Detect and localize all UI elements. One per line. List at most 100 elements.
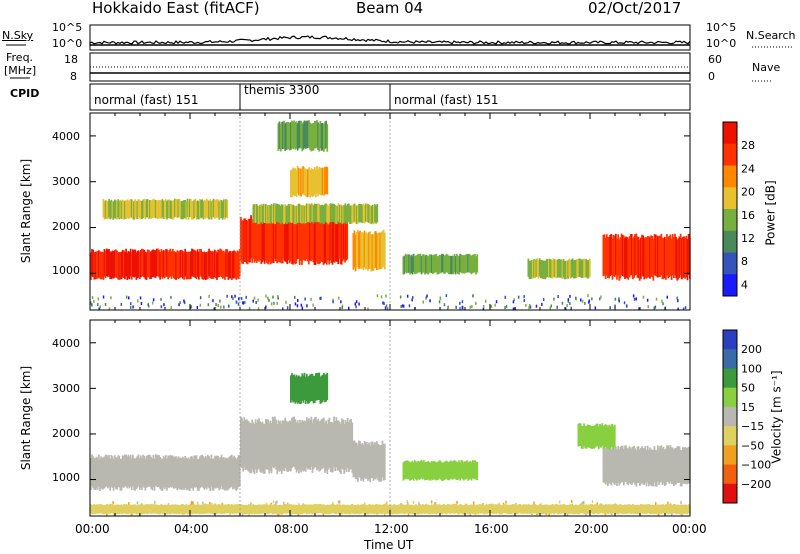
- nsky-tick-bottom-left: 10^0: [52, 37, 83, 50]
- power-region-5-cell: [136, 200, 139, 219]
- power-region-5-cell: [182, 201, 184, 220]
- power-region-7-cell: [419, 253, 422, 272]
- velocity-region-0-cell: [187, 457, 190, 490]
- velocity-region-1-cell: [303, 420, 306, 471]
- velocity-region-7-cell: [498, 504, 500, 514]
- power-region-9-cell: [541, 260, 543, 279]
- power-region-1-cell: [276, 219, 278, 264]
- power-region-2-cell: [317, 203, 320, 222]
- power-region-5-cell: [202, 201, 205, 220]
- power-region-7-cell: [455, 253, 458, 273]
- velocity-region-1-cell: [332, 422, 334, 473]
- velocity-region-1-cell: [326, 423, 329, 474]
- power-speckle: [110, 296, 112, 300]
- velocity-region-7-cell: [299, 505, 301, 515]
- velocity-region-6-cell: [601, 423, 604, 446]
- power-region-6-cell: [628, 236, 631, 278]
- velocity-region-5-cell: [471, 460, 474, 479]
- velocity-region-2-cell: [352, 440, 355, 478]
- velocity-region-7-cell: [271, 505, 274, 515]
- velocity-region-1-cell: [316, 420, 318, 471]
- velocity-region-1-cell: [336, 420, 339, 471]
- velocity-region-7-cell: [210, 504, 213, 514]
- velocity-region-7-cell: [403, 505, 406, 515]
- power-region-1-cell: [252, 215, 255, 259]
- velocity-region-0-cell: [98, 454, 100, 487]
- power-region-0-cell: [213, 249, 216, 278]
- velocity-speckle: [128, 502, 130, 505]
- power-region-0-cell: [235, 252, 238, 280]
- velocity-region-4-cell: [605, 446, 608, 483]
- power-region-4-cell: [368, 232, 370, 269]
- velocity-region-7-cell: [526, 505, 529, 515]
- velocity-region-7-cell: [575, 504, 577, 514]
- power-region-5-cell: [105, 200, 108, 219]
- power-region-9-cell: [569, 260, 572, 279]
- velocity-region-2-cell: [376, 441, 378, 478]
- power-region-2-cell: [271, 205, 274, 224]
- power-colorbar-tick: 8: [741, 255, 748, 268]
- velocity-region-1-cell: [292, 416, 295, 467]
- velocity-region-7-cell: [398, 504, 400, 514]
- power-region-6-cell: [661, 237, 664, 279]
- velocity-region-7-cell: [512, 504, 515, 514]
- velocity-region-2-cell: [371, 441, 374, 478]
- velocity-region-7-cell: [258, 504, 260, 514]
- velocity-region-0-cell: [219, 457, 222, 489]
- velocity-region-5-cell: [435, 462, 438, 481]
- xlabel: Time UT: [364, 538, 414, 552]
- power-region-0-cell: [91, 249, 93, 277]
- power-region-2-cell: [321, 204, 324, 224]
- velocity-speckle: [275, 501, 277, 505]
- power-region-5-cell: [190, 199, 192, 218]
- power-region-0-cell: [142, 249, 145, 277]
- velocity-colorbar-swatch: [723, 406, 737, 427]
- power-region-7-cell: [467, 254, 470, 273]
- power-region-2-cell: [273, 203, 275, 222]
- power-colorbar-swatch: [723, 165, 737, 188]
- power-speckle: [566, 304, 568, 307]
- power-colorbar-swatch: [723, 209, 737, 232]
- power-speckle: [213, 307, 215, 311]
- power-speckle: [354, 302, 356, 306]
- power-region-7-cell: [476, 254, 479, 273]
- power-region-5-cell: [144, 200, 147, 220]
- power-region-4-cell: [364, 232, 367, 270]
- power-region-6-cell: [659, 235, 662, 277]
- velocity-region-5-cell: [467, 462, 470, 481]
- velocity-region-1-cell: [291, 417, 293, 468]
- velocity-region-0-cell: [141, 458, 143, 491]
- power-region-8-cell: [323, 124, 325, 152]
- power-region-5-cell: [226, 199, 229, 219]
- power-region-9-cell: [530, 260, 533, 279]
- velocity-region-1-cell: [337, 420, 340, 471]
- velocity-region-1-cell: [349, 419, 351, 470]
- power-region-1-cell: [258, 218, 260, 262]
- velocity-region-1-cell: [262, 423, 265, 474]
- power-region-5-cell: [158, 200, 160, 219]
- power-region-7-cell: [469, 254, 472, 274]
- power-speckle: [422, 300, 424, 304]
- power-speckle: [517, 295, 520, 299]
- velocity-region-0-cell: [195, 455, 198, 487]
- power-region-1-cell: [312, 218, 315, 263]
- velocity-region-7-cell: [415, 504, 417, 514]
- velocity-region-5-cell: [419, 461, 422, 480]
- power-region-0-cell: [124, 251, 126, 280]
- power-region-1-cell: [313, 221, 316, 265]
- velocity-region-3-cell: [294, 376, 297, 404]
- velocity-region-3-cell: [311, 373, 314, 402]
- velocity-region-7-cell: [543, 504, 546, 514]
- velocity-region-1-cell: [243, 417, 246, 468]
- power-region-0-cell: [116, 250, 118, 278]
- velocity-region-7-cell: [267, 505, 270, 515]
- power-region-1-cell: [281, 219, 284, 264]
- velocity-region-4-cell: [635, 450, 638, 487]
- power-region-0-cell: [178, 250, 181, 279]
- power-region-0-cell: [198, 252, 200, 280]
- power-region-4-cell: [379, 232, 382, 270]
- power-region-7-cell: [438, 255, 441, 274]
- velocity-region-5-cell: [409, 462, 412, 481]
- power-speckle: [91, 296, 94, 300]
- power-speckle: [567, 298, 570, 302]
